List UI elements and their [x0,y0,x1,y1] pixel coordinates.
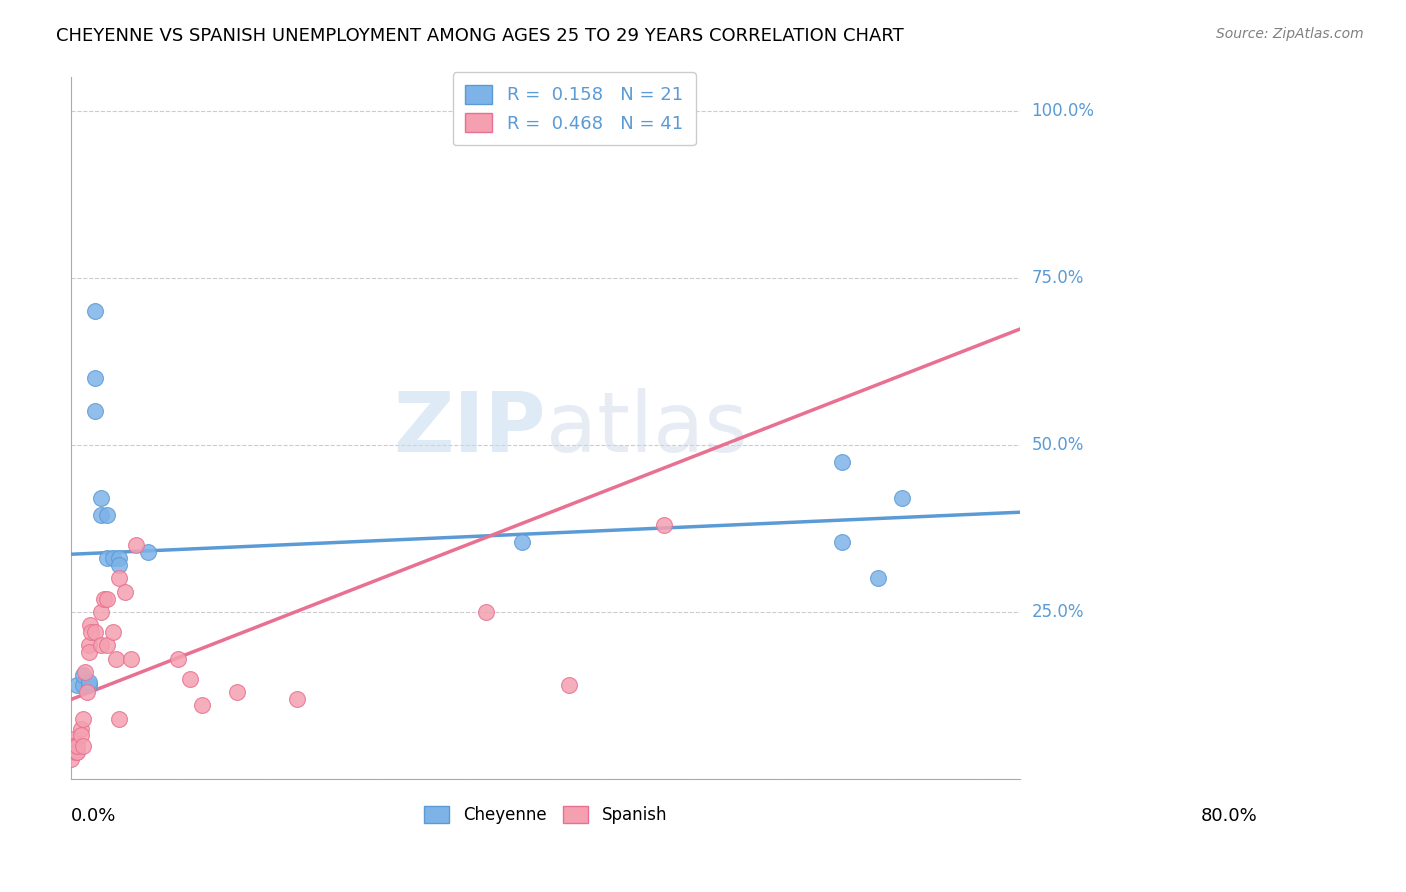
Point [90,508,112,522]
Point [90,605,112,619]
Text: 100.0%: 100.0% [1031,102,1094,120]
Point [84,371,107,385]
Point [96,551,118,566]
Point [80,624,103,639]
Point [84,304,107,318]
Point [138,545,160,559]
Point [831,454,853,468]
Text: 75.0%: 75.0% [1031,268,1084,287]
Point [285,691,308,706]
Point [93,591,115,606]
Text: Source: ZipAtlas.com: Source: ZipAtlas.com [1216,27,1364,41]
Point [96,591,118,606]
Point [179,672,201,686]
Point [62,739,84,753]
Text: 0.0%: 0.0% [72,807,117,825]
Point [475,605,498,619]
Point [510,534,533,549]
Point [77,678,100,692]
Point [76,685,98,699]
Point [65,745,87,759]
Point [84,404,107,418]
Point [831,534,853,549]
Point [60,739,83,753]
Point [63,739,86,753]
Point [96,638,118,652]
Text: CHEYENNE VS SPANISH UNEMPLOYMENT AMONG AGES 25 TO 29 YEARS CORRELATION CHART: CHEYENNE VS SPANISH UNEMPLOYMENT AMONG A… [56,27,904,45]
Point [101,551,124,566]
Point [72,739,94,753]
Point [107,551,129,566]
Point [107,712,129,726]
Point [72,668,94,682]
Text: 25.0%: 25.0% [1031,603,1084,621]
Point [62,731,84,746]
Legend: Cheyenne, Spanish: Cheyenne, Spanish [415,796,676,834]
Point [72,678,94,692]
Point [226,685,249,699]
Point [77,675,100,690]
Point [77,645,100,659]
Point [84,624,107,639]
Point [60,745,83,759]
Point [69,722,91,736]
Point [101,624,124,639]
Point [120,651,142,665]
Point [60,752,83,766]
Text: 50.0%: 50.0% [1031,436,1084,454]
Point [75,665,97,679]
Point [558,678,581,692]
Point [66,678,89,692]
Point [167,651,190,665]
Point [652,518,675,533]
Point [105,651,128,665]
Point [125,538,148,552]
Point [79,618,101,632]
Point [96,508,118,522]
Text: ZIP: ZIP [394,388,546,468]
Point [66,745,89,759]
Point [890,491,912,506]
Point [90,491,112,506]
Point [114,585,136,599]
Point [69,729,91,743]
Point [107,558,129,573]
Point [107,572,129,586]
Point [72,712,94,726]
Point [66,739,89,753]
Text: atlas: atlas [546,388,748,468]
Point [190,698,212,713]
Point [77,638,100,652]
Point [866,572,889,586]
Text: 80.0%: 80.0% [1201,807,1257,825]
Point [1211,103,1233,118]
Point [90,638,112,652]
